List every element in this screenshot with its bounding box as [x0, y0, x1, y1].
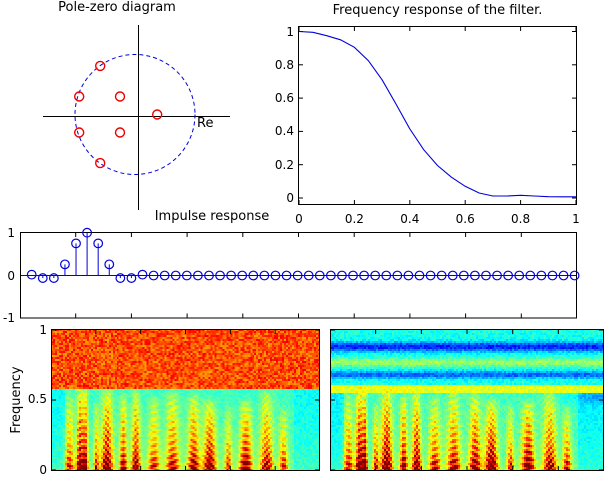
tick-label: 0.2 — [274, 157, 294, 172]
tick-label: 1 — [572, 212, 580, 226]
tick-label: 0 — [39, 463, 47, 477]
tick-label: 0.4 — [274, 124, 294, 139]
pole-zero-title: Pole-zero diagram — [58, 0, 176, 15]
frequency-response-title: Frequency response of the filter. — [332, 3, 543, 18]
tick-label: 0.5 — [27, 392, 47, 406]
tick-label: 0.8 — [274, 57, 294, 72]
real-axis-label: Re — [197, 116, 214, 131]
tick-label: 0 — [295, 212, 303, 226]
tick-label: 1 — [39, 323, 47, 337]
tick-label: 1 — [7, 225, 15, 240]
tick-label: 0.2 — [344, 212, 364, 226]
tick-label: 1 — [286, 24, 294, 39]
tick-label: -1 — [3, 311, 15, 326]
impulse-response-plot — [20, 227, 580, 319]
impulse-response-title: Impulse response — [154, 209, 270, 224]
tick-label: 0.6 — [274, 91, 294, 106]
spectrogram-noisy-canvas — [51, 329, 320, 471]
tick-label: 0.6 — [455, 212, 475, 226]
frequency-response-plot — [298, 26, 577, 205]
tick-label: 0.8 — [511, 212, 531, 226]
tick-label: 0 — [286, 191, 294, 205]
pole-zero-plot — [43, 25, 230, 210]
tick-label: 0.4 — [400, 212, 420, 226]
tick-label: 0 — [7, 268, 15, 283]
spectrogram-filtered-canvas — [330, 329, 604, 471]
